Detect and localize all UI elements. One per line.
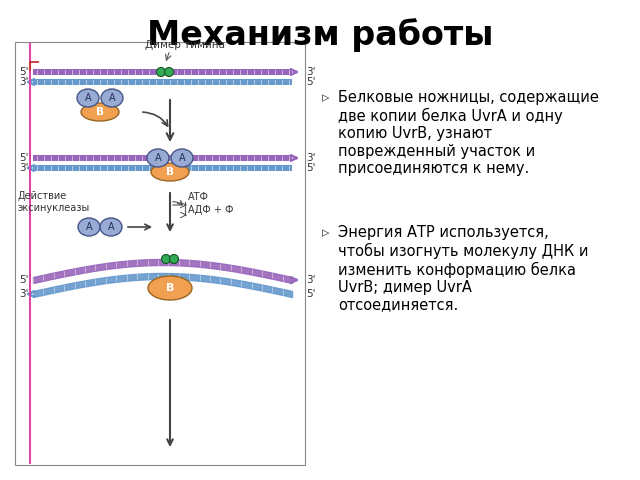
Text: Механизм работы: Механизм работы: [147, 18, 493, 52]
Ellipse shape: [161, 254, 170, 264]
Text: 5': 5': [306, 77, 316, 87]
Bar: [33, 79, 292, 85]
Ellipse shape: [157, 68, 166, 76]
FancyArrowPatch shape: [143, 112, 168, 126]
Ellipse shape: [164, 68, 173, 76]
Ellipse shape: [148, 276, 192, 300]
Text: A: A: [108, 222, 115, 232]
Text: 5': 5': [306, 163, 316, 173]
Text: A: A: [109, 93, 115, 103]
Text: Действие
эксинуклеазы: Действие эксинуклеазы: [18, 191, 90, 213]
Ellipse shape: [151, 163, 189, 181]
Text: B: B: [96, 107, 104, 117]
Ellipse shape: [170, 254, 179, 264]
Text: Энергия АТР используется,
чтобы изогнуть молекулу ДНК и
изменить конформацию бел: Энергия АТР используется, чтобы изогнуть…: [338, 225, 589, 312]
Text: B: B: [166, 167, 174, 177]
Text: 5': 5': [19, 275, 29, 285]
Text: 5': 5': [19, 67, 29, 77]
Bar: [33, 165, 292, 171]
Bar: [33, 155, 292, 161]
Text: 3': 3': [19, 289, 29, 299]
Text: 3': 3': [306, 67, 316, 77]
Text: ▹: ▹: [322, 225, 330, 240]
Text: A: A: [84, 93, 92, 103]
Text: 3': 3': [306, 275, 316, 285]
Text: 3': 3': [19, 77, 29, 87]
Text: Димер тимина: Димер тимина: [145, 40, 225, 50]
FancyArrowPatch shape: [173, 200, 182, 205]
Text: АДФ + Ф: АДФ + Ф: [188, 205, 234, 215]
Text: ▹: ▹: [322, 90, 330, 105]
Text: 5': 5': [306, 289, 316, 299]
Text: B: B: [166, 283, 174, 293]
Ellipse shape: [101, 89, 123, 107]
Text: 3': 3': [19, 163, 29, 173]
Ellipse shape: [147, 149, 169, 167]
Text: 5': 5': [19, 153, 29, 163]
Ellipse shape: [100, 218, 122, 236]
FancyArrowPatch shape: [128, 224, 150, 230]
Ellipse shape: [171, 149, 193, 167]
Bar: [33, 69, 292, 75]
Ellipse shape: [78, 218, 100, 236]
Bar: [15, 42, 305, 465]
Ellipse shape: [81, 103, 119, 121]
Text: A: A: [155, 153, 161, 163]
Text: A: A: [86, 222, 92, 232]
Text: A: A: [179, 153, 186, 163]
Ellipse shape: [77, 89, 99, 107]
FancyArrowPatch shape: [166, 100, 173, 140]
Text: Белковые ножницы, содержащие
две копии белка UvrA и одну
копию UvrB, узнают
повр: Белковые ножницы, содержащие две копии б…: [338, 90, 599, 176]
Text: 3': 3': [306, 153, 316, 163]
Text: АТФ: АТФ: [188, 192, 209, 202]
